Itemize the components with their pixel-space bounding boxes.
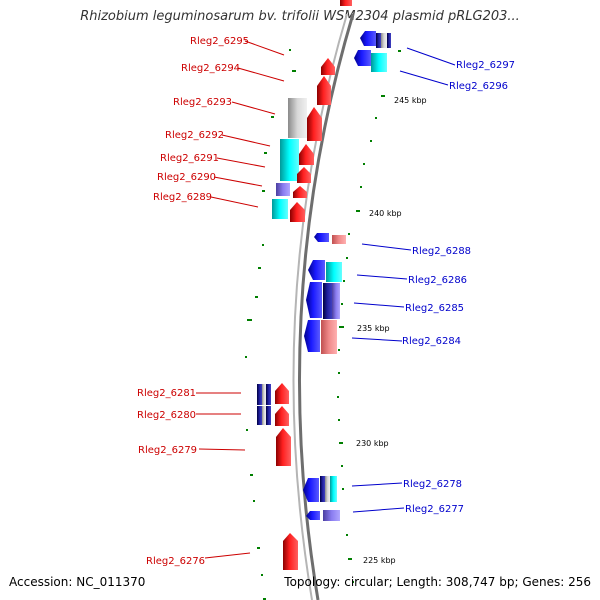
gene-arrow-reverse [354, 50, 371, 66]
topology-summary-text: Topology: circular; Length: 308,747 bp; … [284, 575, 591, 589]
feature-block [257, 384, 262, 405]
gene-label[interactable]: Rleg2_6281 [137, 388, 196, 399]
gene-label[interactable]: Rleg2_6276 [146, 556, 205, 567]
feature-block [323, 510, 340, 521]
feature-block [288, 98, 307, 138]
gene-arrow-reverse [314, 233, 329, 242]
gene-arrow-forward [321, 58, 335, 75]
feature-block [262, 406, 266, 425]
gene-label[interactable]: Rleg2_6290 [157, 172, 216, 183]
gene-labels: Rleg2_6295 Rleg2_6294 Rleg2_6293 Rleg2_6… [137, 36, 515, 567]
gene-arrow-forward [299, 144, 314, 165]
gene-arrow-reverse [360, 31, 376, 46]
feature-block [371, 53, 387, 72]
gene-label[interactable]: Rleg2_6284 [402, 336, 461, 347]
gene-label[interactable]: Rleg2_6293 [173, 97, 232, 108]
gene-label[interactable]: Rleg2_6291 [160, 153, 219, 164]
feature-block [321, 320, 337, 354]
gene-arrow-reverse [308, 260, 325, 280]
feature-block [332, 283, 340, 319]
scale-tick-label: 225 kbp [363, 556, 396, 565]
gene-arrow-forward [275, 383, 289, 404]
feature-block [266, 406, 271, 425]
gene-arrow-forward [307, 107, 322, 141]
scale-tick-label: 235 kbp [357, 324, 390, 333]
feature-block [325, 476, 330, 502]
feature-block [387, 33, 391, 48]
gc-ring-outer [337, 50, 401, 583]
gene-arrow-forward [283, 533, 298, 570]
gene-label[interactable]: Rleg2_6278 [403, 479, 462, 490]
gene-arrow-forward [297, 167, 311, 183]
feature-block [330, 476, 337, 502]
feature-block [276, 183, 290, 196]
scale-ticks: 245 kbp 240 kbp 235 kbp 230 kbp 225 kbp [356, 96, 427, 565]
gene-label[interactable]: Rleg2_6285 [405, 303, 464, 314]
gene-label[interactable]: Rleg2_6292 [165, 130, 224, 141]
gene-arrow-reverse [306, 511, 320, 520]
feature-block [340, 0, 352, 6]
feature-block [376, 33, 381, 48]
gene-arrow-reverse [306, 282, 322, 318]
scale-tick-label: 240 kbp [369, 209, 402, 218]
feature-block [266, 384, 271, 405]
gene-arrow-forward [275, 406, 289, 426]
gene-features [257, 0, 391, 570]
gc-ring-inner [245, 49, 296, 600]
gene-label[interactable]: Rleg2_6296 [449, 81, 508, 92]
gene-label[interactable]: Rleg2_6295 [190, 36, 249, 47]
scale-tick-label: 230 kbp [356, 439, 389, 448]
gene-label[interactable]: Rleg2_6297 [456, 60, 515, 71]
feature-block [381, 33, 387, 48]
gene-label[interactable]: Rleg2_6277 [405, 504, 464, 515]
gene-label[interactable]: Rleg2_6294 [181, 63, 240, 74]
feature-block [257, 406, 262, 425]
gene-label[interactable]: Rleg2_6288 [412, 246, 471, 257]
feature-block [320, 476, 325, 502]
map-title: Rhizobium leguminosarum bv. trifolii WSM… [80, 9, 520, 24]
label-leader-lines [196, 40, 456, 559]
gene-arrow-reverse [304, 320, 320, 352]
feature-block [323, 283, 332, 319]
gene-arrow-forward [317, 76, 331, 105]
scale-tick-label: 245 kbp [394, 96, 427, 105]
accession-text: Accession: NC_011370 [9, 575, 146, 589]
gene-arrow-forward [293, 186, 307, 198]
feature-block [280, 139, 299, 181]
feature-block [326, 262, 342, 282]
feature-block [332, 235, 346, 244]
feature-block [272, 199, 288, 219]
gene-label[interactable]: Rleg2_6286 [408, 275, 467, 286]
gene-arrow-reverse [303, 478, 319, 502]
feature-block [262, 384, 266, 405]
gene-label[interactable]: Rleg2_6279 [138, 445, 197, 456]
gene-arrow-forward [276, 428, 291, 466]
gene-label[interactable]: Rleg2_6289 [153, 192, 212, 203]
gene-label[interactable]: Rleg2_6280 [137, 410, 196, 421]
gene-arrow-forward [290, 202, 305, 222]
